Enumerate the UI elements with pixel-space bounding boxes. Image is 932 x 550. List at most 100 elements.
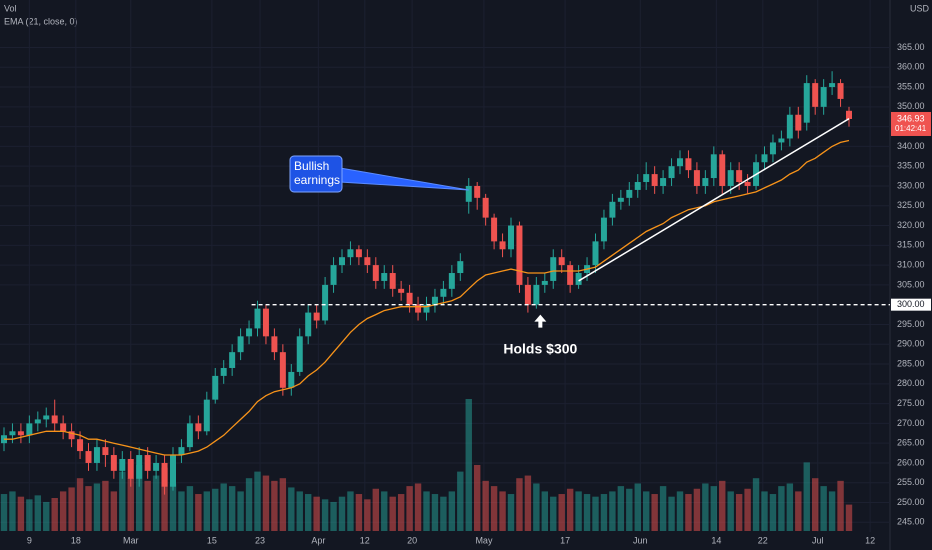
volume-bar	[330, 501, 337, 531]
candle-body	[161, 462, 168, 487]
y-tick-label: 335.00	[897, 161, 925, 171]
y-tick-label: 325.00	[897, 200, 925, 210]
volume-bar	[482, 480, 489, 531]
volume-legend: Vol	[4, 3, 17, 13]
volume-bar	[643, 491, 650, 531]
x-tick-label: 22	[758, 535, 768, 545]
candle-body	[271, 336, 278, 353]
candle-body	[330, 265, 337, 285]
y-tick-label: 315.00	[897, 240, 925, 250]
currency-label: USD	[910, 3, 930, 13]
volume-bar	[566, 488, 574, 531]
volume-bar	[220, 483, 227, 531]
candle-body	[837, 83, 844, 99]
candle-body	[381, 273, 388, 281]
callout-text: earnings	[294, 173, 340, 187]
x-tick-label: Apr	[311, 535, 325, 545]
candle-body	[431, 296, 438, 305]
candle-body	[634, 182, 641, 190]
candle-body	[524, 284, 531, 305]
volume-bar	[786, 483, 794, 531]
volume-bar	[795, 491, 802, 531]
volume-bar	[752, 478, 760, 531]
candle-body	[170, 455, 176, 487]
candle-body	[237, 336, 244, 353]
volume-bar	[169, 483, 177, 531]
volume-bar	[372, 488, 379, 531]
x-tick-label: May	[475, 535, 493, 545]
candle-body	[491, 217, 498, 242]
volume-bar	[845, 504, 853, 531]
volume-bar	[110, 491, 118, 531]
volume-bar	[600, 494, 608, 531]
volume-bar	[550, 496, 557, 531]
volume-bar	[634, 483, 641, 531]
y-tick-label: 275.00	[897, 398, 925, 408]
candle-body	[279, 352, 286, 388]
volume-bar	[364, 499, 371, 531]
candle-body	[144, 455, 151, 471]
volume-bar	[68, 487, 75, 531]
candle-body	[558, 257, 565, 266]
candle-body	[389, 273, 396, 289]
candle-body	[415, 304, 422, 313]
volume-bar	[51, 498, 58, 531]
candle-body	[364, 257, 371, 266]
y-tick-label: 255.00	[897, 477, 925, 487]
volume-bar	[119, 471, 126, 531]
ema-legend: EMA (21, close, 0)	[4, 16, 78, 26]
candle-body	[305, 312, 312, 337]
candle-body	[246, 328, 253, 337]
x-tick-label: Jul	[812, 535, 824, 545]
y-tick-label: 330.00	[897, 180, 925, 190]
candle-body	[296, 336, 303, 372]
volume-bar	[617, 486, 625, 531]
volume-bar	[262, 475, 270, 531]
candle-body	[668, 166, 675, 179]
candle-body	[719, 154, 726, 186]
last-price-label: 346.93	[897, 113, 925, 123]
volume-bar	[102, 480, 109, 531]
candle-body	[203, 399, 210, 432]
candle-body	[254, 308, 261, 329]
x-tick-label: Jun	[633, 535, 648, 545]
volume-bar	[609, 491, 616, 531]
candle-body	[626, 189, 633, 198]
candle-body	[229, 352, 236, 368]
x-tick-label: 12	[865, 535, 875, 545]
volume-bar	[389, 496, 396, 531]
volume-bar	[583, 494, 591, 531]
candle-body	[812, 83, 819, 107]
candle-body	[829, 83, 836, 88]
volume-bar	[592, 496, 599, 531]
candle-body	[803, 83, 810, 123]
candle-body	[567, 265, 574, 285]
y-tick-label: 340.00	[897, 141, 925, 151]
volume-bar	[533, 483, 540, 531]
candle-body	[440, 288, 447, 297]
volume-bar	[195, 494, 202, 531]
volume-bar	[34, 495, 41, 531]
volume-bar	[516, 478, 523, 531]
countdown-label: 01:42:41	[895, 124, 927, 133]
candle-body	[474, 185, 481, 198]
candle-body	[643, 174, 650, 183]
candle-body	[710, 154, 717, 179]
candle-body	[516, 225, 523, 285]
candle-body	[51, 415, 58, 424]
candle-body	[288, 371, 295, 388]
x-tick-label: 14	[711, 535, 721, 545]
x-tick-label: 17	[560, 535, 570, 545]
x-tick-label: 9	[27, 535, 32, 545]
y-tick-label: 250.00	[897, 497, 925, 507]
volume-bar	[136, 465, 143, 531]
x-tick-label: 15	[207, 535, 217, 545]
candle-body	[778, 138, 785, 143]
candle-body	[102, 447, 109, 456]
volume-bar	[727, 491, 734, 531]
candle-body	[77, 439, 84, 452]
volume-bar	[178, 491, 185, 531]
y-tick-label: 270.00	[897, 418, 925, 428]
candle-body	[736, 170, 743, 183]
volume-bar	[440, 496, 447, 531]
